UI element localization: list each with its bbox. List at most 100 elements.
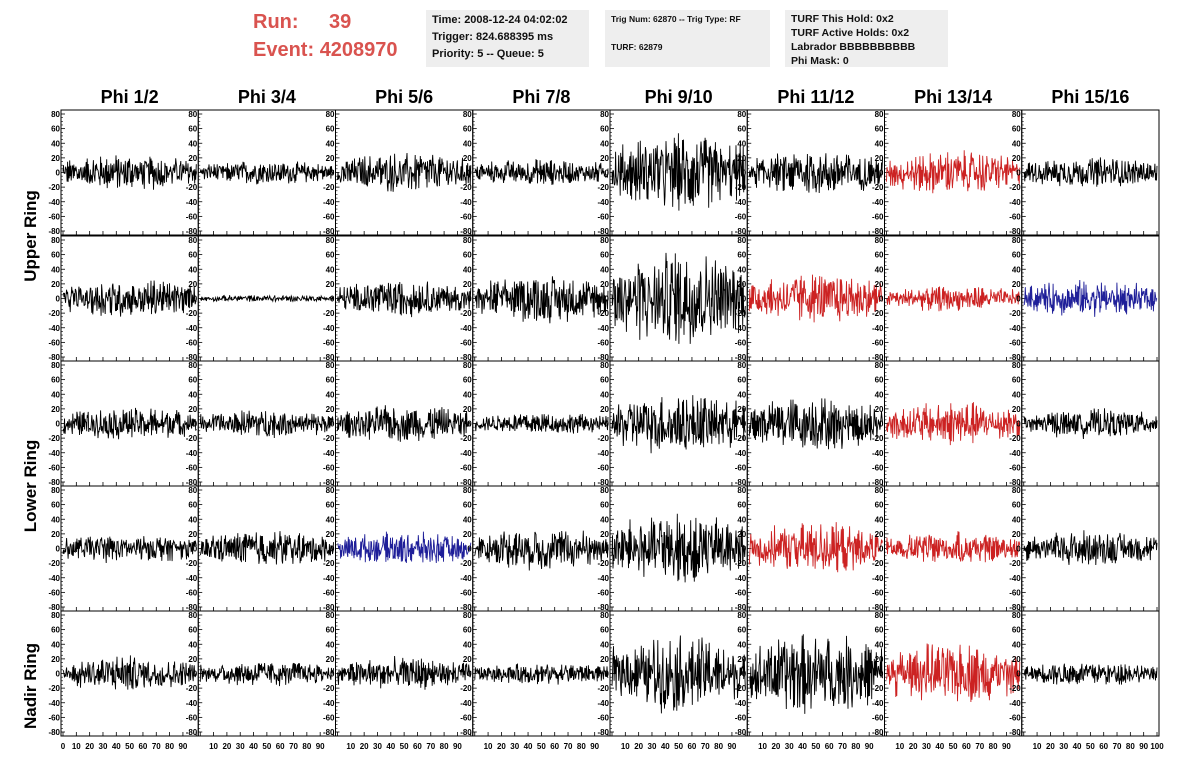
waveform-trace (62, 155, 197, 190)
x-tick-label: 10 (621, 742, 630, 751)
y-tick-label: 80 (326, 361, 335, 370)
waveform-trace (199, 531, 334, 565)
waveform-panel: 80 60 40 20 0 -20 -40 -60 -80 (1009, 610, 1160, 737)
y-tick-label: 80 (463, 236, 472, 245)
waveform-panel: 80 60 40 20 0 -20 -40 -60 -80 (735, 235, 885, 362)
y-tick-label: -40 (735, 574, 747, 583)
x-tick-label: 70 (289, 742, 298, 751)
y-tick-label: -80 (872, 227, 884, 236)
y-tick-label: 80 (188, 236, 197, 245)
y-tick-label: 60 (1012, 251, 1021, 260)
y-tick-label: 0 (56, 295, 61, 304)
y-tick-label: 80 (188, 486, 197, 495)
y-tick-label: -80 (323, 353, 335, 362)
y-tick-label: 20 (51, 154, 60, 163)
y-tick-label: 20 (326, 530, 335, 539)
y-tick-label: 20 (600, 655, 609, 664)
waveform-trace (199, 410, 334, 439)
x-tick-label: 70 (838, 742, 847, 751)
y-tick-label: 0 (330, 169, 335, 178)
column-title: Phi 13/14 (914, 87, 992, 107)
x-tick-label: 90 (727, 742, 736, 751)
y-tick-label: -20 (872, 684, 884, 693)
x-tick-label: 50 (811, 742, 820, 751)
x-tick-label: 30 (648, 742, 657, 751)
y-tick-label: 0 (742, 545, 747, 554)
y-tick-label: -40 (186, 574, 198, 583)
y-tick-label: -40 (48, 324, 60, 333)
y-tick-label: -20 (597, 309, 609, 318)
row-title: Nadir Ring (21, 643, 40, 729)
y-tick-label: 40 (326, 515, 335, 524)
waveform-panel: 80 60 40 20 0 -20 -40 -60 -80 (735, 610, 885, 737)
phi-mask-text: Phi Mask: 0 (791, 55, 849, 67)
y-tick-label: 60 (188, 501, 197, 510)
y-tick-label: -60 (48, 463, 60, 472)
trigger-text: Trigger: 824.688395 ms (432, 31, 554, 43)
y-tick-label: 40 (51, 515, 60, 524)
y-tick-label: 60 (188, 125, 197, 134)
y-tick-label: -80 (1009, 227, 1021, 236)
waveform-panel: 80 60 40 20 0 -20 -40 -60 -80 (872, 109, 1023, 236)
y-tick-label: -60 (48, 713, 60, 722)
waveform-trace (62, 280, 197, 317)
y-tick-label: 80 (188, 611, 197, 620)
y-tick-label: -60 (735, 463, 747, 472)
y-tick-label: -80 (186, 227, 198, 236)
y-tick-label: 40 (51, 640, 60, 649)
waveform-panel: 80 60 40 20 0 -20 -40 -60 -80 (597, 610, 748, 737)
y-tick-label: -40 (735, 449, 747, 458)
y-tick-label: -40 (323, 574, 335, 583)
x-tick-label: 40 (524, 742, 533, 751)
turf-this-hold-text: TURF This Hold: 0x2 (791, 13, 894, 25)
y-tick-label: 20 (1012, 280, 1021, 289)
y-tick-label: -40 (597, 449, 609, 458)
x-tick-label: 80 (989, 742, 998, 751)
y-tick-label: 20 (51, 405, 60, 414)
y-tick-label: 60 (737, 376, 746, 385)
waveform-panel: 80 60 40 20 0 -20 -40 -60 -80 (323, 235, 474, 362)
y-tick-label: -20 (1009, 309, 1021, 318)
y-tick-label: 60 (875, 626, 884, 635)
y-tick-label: -20 (186, 309, 198, 318)
waveform-trace (62, 536, 197, 564)
y-tick-label: 0 (330, 295, 335, 304)
y-tick-label: 80 (326, 611, 335, 620)
y-tick-label: 0 (1016, 670, 1021, 679)
x-tick-label: 0 (61, 742, 66, 751)
y-tick-label: -40 (872, 699, 884, 708)
y-tick-label: -20 (460, 559, 472, 568)
y-tick-label: 80 (600, 486, 609, 495)
y-tick-label: -80 (186, 728, 198, 737)
y-tick-label: 60 (875, 251, 884, 260)
y-tick-label: 0 (193, 420, 198, 429)
turf-active-holds-text: TURF Active Holds: 0x2 (791, 27, 910, 39)
y-tick-label: -60 (460, 713, 472, 722)
y-tick-label: 0 (879, 295, 884, 304)
y-tick-label: 80 (1012, 611, 1021, 620)
x-tick-label: 50 (125, 742, 134, 751)
y-tick-label: -80 (186, 603, 198, 612)
y-tick-label: -60 (1009, 338, 1021, 347)
y-tick-label: 0 (1016, 545, 1021, 554)
y-tick-label: -40 (460, 449, 472, 458)
y-tick-label: -60 (460, 212, 472, 221)
y-tick-label: -60 (735, 713, 747, 722)
y-tick-label: 20 (600, 405, 609, 414)
y-tick-label: 20 (1012, 655, 1021, 664)
y-tick-label: -40 (735, 198, 747, 207)
column-title: Phi 5/6 (375, 87, 433, 107)
y-tick-label: 20 (875, 154, 884, 163)
y-tick-label: 80 (737, 110, 746, 119)
y-tick-label: -20 (323, 684, 335, 693)
x-tick-label: 20 (634, 742, 643, 751)
y-tick-label: 80 (875, 110, 884, 119)
y-tick-label: -20 (735, 434, 747, 443)
column-title: Phi 11/12 (777, 87, 854, 107)
y-tick-label: 40 (875, 640, 884, 649)
y-tick-label: -20 (323, 434, 335, 443)
y-tick-label: -40 (186, 449, 198, 458)
y-tick-label: 60 (188, 376, 197, 385)
y-tick-label: 0 (330, 420, 335, 429)
